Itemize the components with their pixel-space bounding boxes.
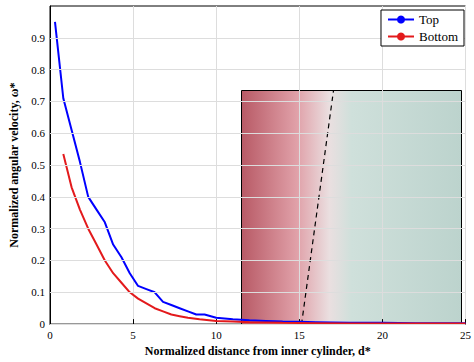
svg-text:Bottom: Bottom bbox=[419, 29, 458, 44]
svg-text:0.2: 0.2 bbox=[31, 254, 45, 266]
svg-text:0.1: 0.1 bbox=[31, 286, 45, 298]
svg-text:0: 0 bbox=[40, 318, 46, 330]
svg-text:0.9: 0.9 bbox=[31, 32, 45, 44]
svg-text:0.5: 0.5 bbox=[31, 159, 45, 171]
svg-text:10: 10 bbox=[211, 329, 223, 341]
svg-text:Normalized distance from inner: Normalized distance from inner cylinder,… bbox=[145, 344, 371, 358]
svg-text:0: 0 bbox=[47, 329, 53, 341]
svg-text:Normalized angular velocity, ω: Normalized angular velocity, ω* bbox=[7, 82, 21, 247]
svg-text:0.4: 0.4 bbox=[31, 191, 45, 203]
svg-text:0.8: 0.8 bbox=[31, 64, 45, 76]
svg-text:0.6: 0.6 bbox=[31, 127, 45, 139]
svg-text:5: 5 bbox=[130, 329, 136, 341]
svg-text:15: 15 bbox=[294, 329, 306, 341]
svg-text:0.7: 0.7 bbox=[31, 95, 45, 107]
svg-text:Top: Top bbox=[419, 12, 439, 27]
svg-text:0.3: 0.3 bbox=[31, 223, 45, 235]
svg-text:25: 25 bbox=[460, 329, 472, 341]
svg-text:20: 20 bbox=[377, 329, 389, 341]
